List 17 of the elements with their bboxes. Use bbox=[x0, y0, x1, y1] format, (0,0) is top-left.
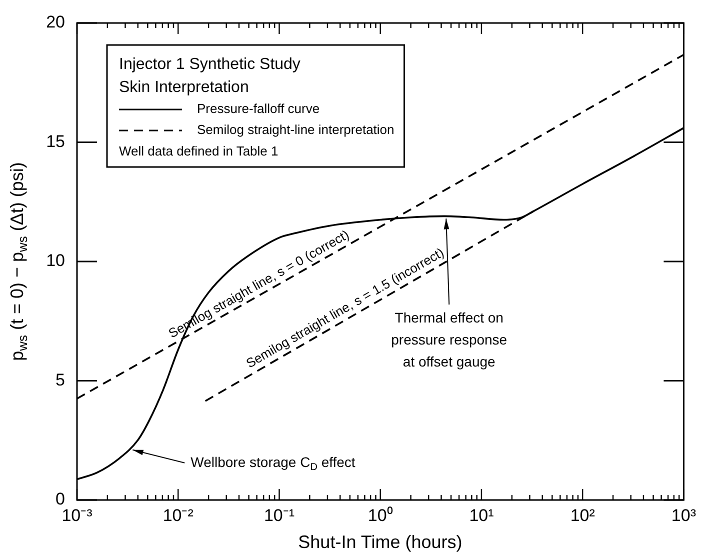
y-axis-title: pws (t = 0) − pws (Δt) (psi) bbox=[6, 162, 30, 361]
x-tick-label: 10¹ bbox=[469, 506, 494, 525]
y-tick-label: 20 bbox=[46, 12, 65, 32]
legend-label: Semilog straight-line interpretation bbox=[197, 122, 394, 138]
legend-title: Injector 1 Synthetic Study Skin Interpretation bbox=[119, 56, 300, 96]
x-tick-label: 10³ bbox=[671, 506, 696, 525]
y-tick-label: 10 bbox=[46, 251, 65, 270]
x-tick-label: 10⁻² bbox=[162, 506, 194, 525]
x-axis-title: Shut-In Time (hours) bbox=[298, 532, 462, 552]
x-tick-label: 10⁰ bbox=[368, 506, 393, 525]
y-tick-label: 5 bbox=[56, 370, 65, 390]
x-tick-label: 10⁻¹ bbox=[264, 506, 295, 525]
annotation: Well data defined in Table 1 bbox=[119, 144, 278, 159]
legend-label: Pressure-falloff curve bbox=[197, 101, 320, 116]
x-tick-label: 10² bbox=[570, 506, 596, 525]
annotation: Thermal effect on pressure response at offset gauge bbox=[391, 309, 508, 370]
y-tick-label: 15 bbox=[46, 132, 65, 151]
